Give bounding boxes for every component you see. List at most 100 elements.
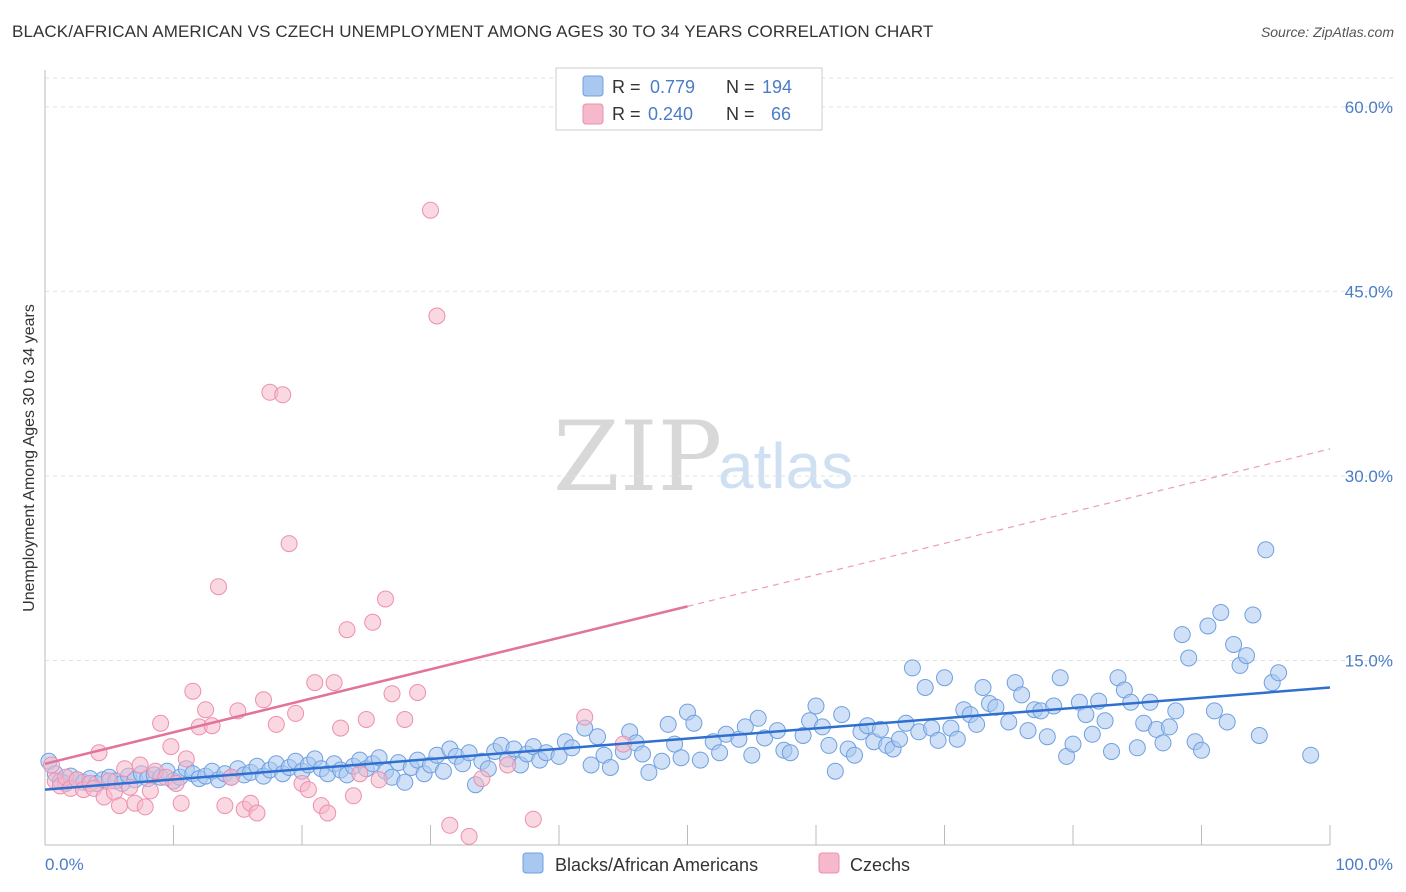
point-czechs (306, 674, 324, 692)
point-czechs (428, 307, 446, 325)
point-blacks (936, 669, 953, 687)
point-blacks (1000, 713, 1018, 731)
point-czechs (152, 714, 170, 732)
point-blacks (891, 730, 908, 748)
point-blacks (833, 706, 851, 724)
point-blacks (1270, 664, 1288, 682)
point-blacks (685, 714, 703, 732)
legend-n-value-blacks: 194 (762, 77, 792, 97)
point-blacks (653, 752, 671, 770)
point-czechs (197, 701, 215, 719)
trend-line-czechs (44, 605, 688, 766)
point-blacks (396, 773, 414, 791)
point-blacks (1096, 712, 1114, 730)
series-legend-swatch-czechs (818, 852, 840, 874)
point-czechs (473, 770, 491, 788)
legend-n-label-czechs: N = (726, 104, 755, 124)
point-czechs (248, 804, 266, 822)
point-czechs (255, 691, 272, 709)
series-legend-label-czechs: Czechs (850, 855, 910, 875)
point-czechs (222, 768, 240, 786)
point-blacks (672, 749, 690, 767)
point-czechs (441, 816, 459, 834)
legend-swatch-blacks (582, 75, 604, 97)
point-blacks (1013, 686, 1031, 704)
point-blacks (929, 731, 947, 749)
point-blacks (781, 744, 799, 762)
gridlines (45, 77, 1393, 661)
point-blacks (1103, 743, 1120, 760)
point-czechs (351, 765, 369, 783)
point-blacks (1193, 741, 1210, 759)
legend-r-value-blacks: 0.779 (650, 77, 695, 97)
x-tick-marks (173, 825, 1331, 845)
point-blacks (711, 744, 729, 762)
legend-r-label-blacks: R = (612, 77, 641, 97)
watermark-atlas: atlas (718, 430, 853, 502)
chart-title: BLACK/AFRICAN AMERICAN VS CZECH UNEMPLOY… (12, 22, 934, 41)
series-legend-swatch-blacks (522, 852, 544, 874)
legend-n-value-czechs: 66 (771, 104, 791, 124)
trend-lines (44, 448, 1331, 791)
stats-legend: R = 0.779 N = 194 R = 0.240 N = 66 (555, 67, 823, 131)
y-tick-label: 45.0% (1345, 282, 1393, 301)
point-czechs (210, 578, 227, 596)
point-czechs (332, 719, 350, 737)
point-blacks (1173, 626, 1191, 644)
point-blacks (1257, 541, 1275, 559)
point-blacks (1238, 647, 1255, 665)
x-tick-label-min: 0.0% (45, 855, 84, 874)
point-blacks (1128, 739, 1146, 757)
point-blacks (749, 709, 767, 727)
legend-n-label-blacks: N = (726, 77, 755, 97)
data-points (40, 201, 1320, 845)
legend-r-label-czechs: R = (612, 104, 641, 124)
y-axis-label: Unemployment Among Ages 30 to 34 years (21, 304, 38, 612)
point-czechs (364, 613, 382, 631)
point-czechs (383, 685, 401, 703)
point-czechs (338, 621, 356, 639)
point-blacks (1038, 728, 1056, 746)
point-blacks (846, 746, 863, 764)
point-czechs (377, 590, 394, 608)
point-czechs (172, 794, 190, 812)
point-blacks (1250, 727, 1268, 744)
point-czechs (136, 798, 154, 816)
point-czechs (499, 756, 517, 774)
point-czechs (370, 771, 388, 789)
point-czechs (42, 756, 60, 774)
point-blacks (807, 697, 825, 715)
trend-line-czechs-extrapolated (687, 448, 1331, 607)
legend-r-value-czechs: 0.240 (648, 104, 693, 124)
y-tick-label: 15.0% (1345, 651, 1393, 670)
point-czechs (409, 684, 427, 701)
point-blacks (974, 679, 992, 696)
point-blacks (820, 736, 838, 754)
point-czechs (111, 797, 128, 815)
point-blacks (589, 728, 606, 746)
point-blacks (871, 720, 889, 738)
point-czechs (319, 804, 337, 822)
point-blacks (1154, 734, 1172, 752)
point-czechs (357, 711, 375, 728)
point-blacks (434, 762, 452, 780)
source-credit: Source: ZipAtlas.com (1260, 24, 1394, 40)
point-blacks (1160, 718, 1178, 736)
point-blacks (1302, 746, 1320, 764)
point-blacks (903, 659, 921, 677)
point-czechs (344, 787, 362, 805)
point-czechs (274, 386, 292, 404)
point-blacks (1045, 697, 1063, 715)
y-tick-label: 60.0% (1345, 98, 1393, 117)
point-czechs (184, 682, 202, 700)
point-czechs (216, 797, 234, 815)
point-czechs (267, 715, 285, 733)
point-blacks (1199, 617, 1217, 635)
point-czechs (131, 756, 149, 774)
point-blacks (948, 730, 966, 748)
point-czechs (325, 674, 343, 692)
x-tick-label-max: 100.0% (1335, 855, 1393, 874)
series-legend-label-blacks: Blacks/African Americans (555, 855, 758, 875)
point-blacks (601, 759, 619, 776)
